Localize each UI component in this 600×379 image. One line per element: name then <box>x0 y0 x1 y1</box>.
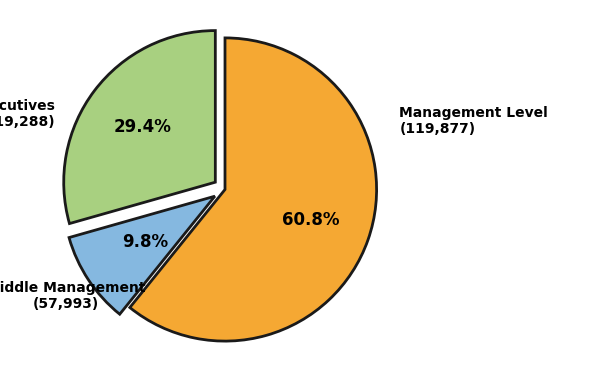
Wedge shape <box>69 196 215 314</box>
Wedge shape <box>130 38 377 341</box>
Text: 9.8%: 9.8% <box>122 233 169 251</box>
Text: 29.4%: 29.4% <box>114 118 172 136</box>
Text: Management Level
(119,877): Management Level (119,877) <box>400 106 548 136</box>
Wedge shape <box>64 31 215 224</box>
Text: 60.8%: 60.8% <box>282 211 340 229</box>
Text: C-Level Executives
(19,288): C-Level Executives (19,288) <box>0 99 55 129</box>
Text: Middle Management
(57,993): Middle Management (57,993) <box>0 280 146 311</box>
